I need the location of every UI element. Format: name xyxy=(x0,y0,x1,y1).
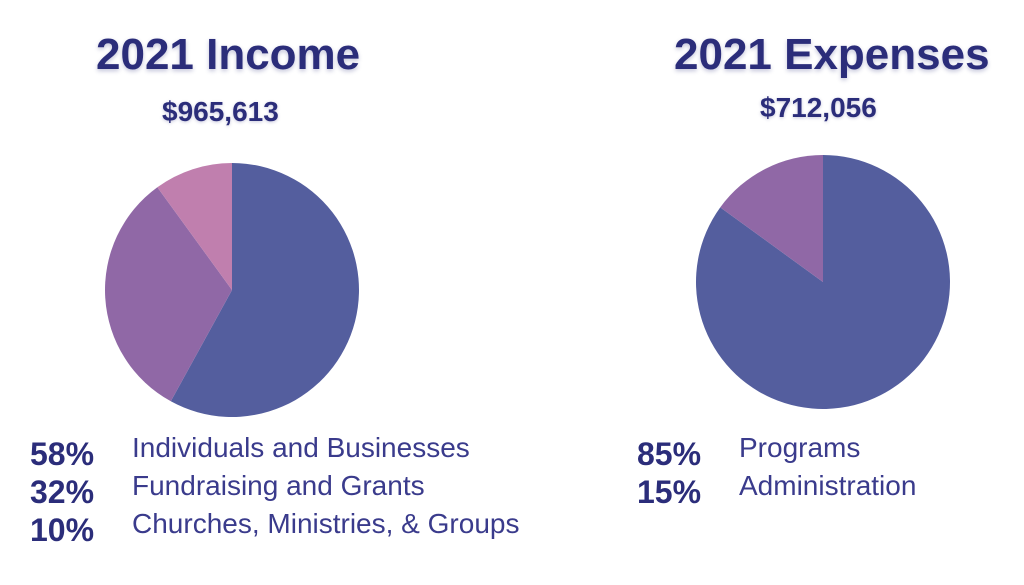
income-slice-fundraising xyxy=(105,187,232,402)
income-title: 2021 Income xyxy=(96,30,361,79)
income-pct-fundraising: 32% xyxy=(30,474,95,510)
income-label-individuals: Individuals and Businesses xyxy=(132,432,470,463)
expenses-total: $712,056 xyxy=(760,92,877,123)
income-pie-chart xyxy=(105,163,359,417)
expenses-panel: 2021 Expenses $712,056 85% Programs 15% … xyxy=(512,0,1024,585)
income-panel: 2021 Income $965,613 58% Individuals and… xyxy=(30,30,519,548)
expenses-pct-programs: 85% xyxy=(637,436,702,472)
income-pct-individuals: 58% xyxy=(30,436,95,472)
income-slice-churches xyxy=(157,163,232,290)
income-slice-individuals xyxy=(170,163,359,417)
income-pct-churches: 10% xyxy=(30,512,95,548)
expenses-slice-administration xyxy=(720,155,823,282)
expenses-pie-chart xyxy=(696,155,950,409)
expenses-title: 2021 Expenses xyxy=(674,30,990,79)
expenses-label-administration: Administration xyxy=(739,470,917,501)
expenses-label-programs: Programs xyxy=(739,432,861,463)
income-label-churches: Churches, Ministries, & Groups xyxy=(132,508,520,539)
income-label-fundraising: Fundraising and Grants xyxy=(132,470,425,501)
expenses-pct-administration: 15% xyxy=(637,474,702,510)
income-total: $965,613 xyxy=(162,96,279,127)
